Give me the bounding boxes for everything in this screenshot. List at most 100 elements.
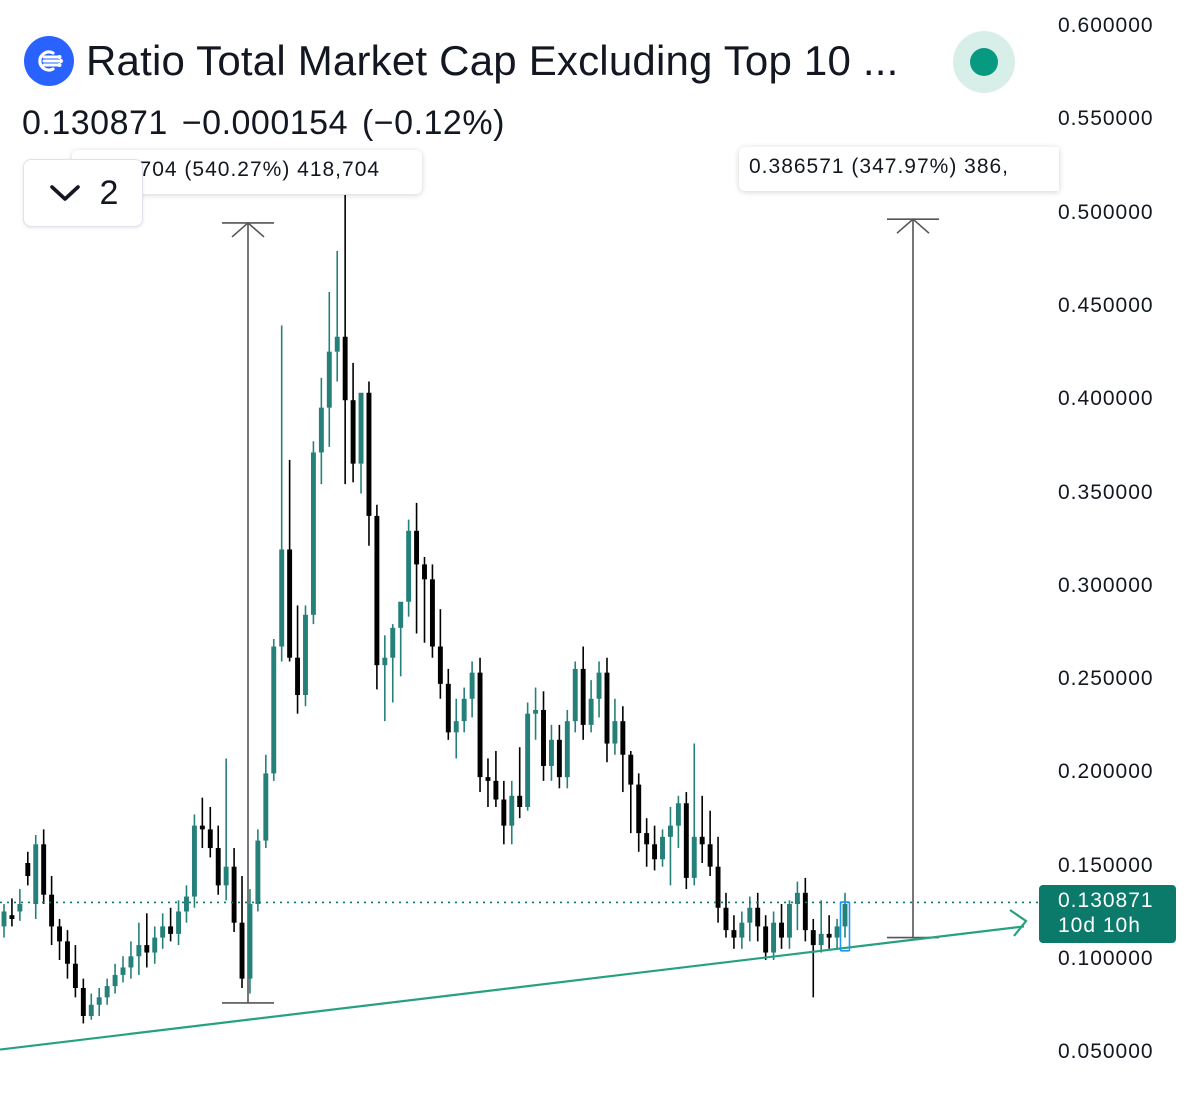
candle <box>715 836 721 923</box>
candle <box>771 911 777 960</box>
candle <box>612 698 618 755</box>
candle <box>120 956 126 983</box>
candle <box>239 876 245 988</box>
candle <box>620 706 626 793</box>
candle <box>501 780 507 845</box>
candle <box>707 810 713 877</box>
candle <box>191 814 197 908</box>
candle <box>810 918 816 998</box>
trendline[interactable] <box>0 909 1028 1051</box>
candle <box>493 751 499 807</box>
candle <box>453 698 459 759</box>
y-tick-label: 0.350000 <box>1058 480 1154 504</box>
candle <box>533 687 539 740</box>
candle <box>644 818 650 867</box>
y-tick-label: 0.550000 <box>1058 107 1154 131</box>
candle <box>25 851 31 886</box>
candle <box>398 601 404 677</box>
candle <box>477 657 483 793</box>
candles-group <box>1 194 848 1024</box>
y-tick-label: 0.400000 <box>1058 387 1154 411</box>
measure-label-2[interactable]: 0.386571 (347.97%) 386, <box>739 147 1059 191</box>
candle <box>517 747 523 819</box>
measure-tool-2[interactable] <box>887 218 939 939</box>
candle <box>691 743 697 886</box>
chevron-down-icon <box>49 185 80 201</box>
candle <box>747 896 753 942</box>
candle <box>382 635 388 722</box>
indicator-count: 2 <box>99 173 119 212</box>
candle <box>580 646 586 740</box>
y-tick-label: 0.500000 <box>1058 200 1154 224</box>
candle <box>136 922 142 975</box>
candle <box>525 702 531 811</box>
candle <box>794 881 800 931</box>
measure-tools <box>222 218 939 1004</box>
y-tick-label: 0.050000 <box>1058 1040 1154 1064</box>
candle <box>271 639 277 781</box>
candle <box>763 915 769 960</box>
last-price-tag: 0.130871 10d 10h <box>1039 885 1176 943</box>
candle <box>223 758 229 901</box>
candle <box>628 751 634 834</box>
y-tick-label: 0.450000 <box>1058 293 1154 317</box>
candle <box>199 797 205 849</box>
candle <box>429 564 435 658</box>
candle <box>231 848 237 933</box>
price-change: −0.000154 <box>181 104 348 142</box>
price-tag-countdown: 10d 10h <box>1058 914 1141 937</box>
candle <box>168 907 174 942</box>
candle <box>104 978 110 1005</box>
symbol-title[interactable]: Ratio Total Market Cap Excluding Top 10 … <box>86 37 899 84</box>
candle <box>342 194 348 485</box>
candle <box>160 913 166 949</box>
candle <box>739 911 745 949</box>
candle <box>422 556 427 643</box>
last-price: 0.130871 <box>22 104 168 142</box>
candle <box>564 709 570 789</box>
candle <box>699 795 705 863</box>
y-tick-label: 0.600000 <box>1058 14 1154 37</box>
y-tick-label: 0.200000 <box>1058 760 1154 784</box>
candle <box>469 661 475 718</box>
candle <box>636 773 642 852</box>
candle <box>80 978 86 1024</box>
candle <box>461 687 467 733</box>
candle <box>318 377 324 485</box>
candle <box>49 876 55 946</box>
candle <box>390 624 396 703</box>
candle <box>263 754 269 849</box>
price-tag-value: 0.130871 <box>1058 889 1154 912</box>
candle <box>310 441 316 625</box>
candle <box>1 904 7 938</box>
trendline-arrow-icon <box>1009 909 1028 937</box>
candle <box>842 892 848 938</box>
candle <box>334 250 340 382</box>
y-tick-label: 0.250000 <box>1058 667 1154 691</box>
candle <box>374 504 380 690</box>
current-candle-highlight <box>839 901 851 952</box>
candle <box>485 758 491 807</box>
candle <box>818 900 824 953</box>
ratio-logo-icon[interactable] <box>24 36 74 86</box>
candle <box>675 795 681 849</box>
candle <box>683 792 689 890</box>
candle <box>303 605 308 707</box>
candle <box>112 963 118 994</box>
candle <box>787 900 792 949</box>
candle <box>755 892 761 942</box>
candle <box>652 825 658 871</box>
overlay-group <box>0 901 1039 1051</box>
measure-tool-1[interactable] <box>222 221 274 1004</box>
market-status-dot-icon <box>970 48 998 76</box>
candle <box>184 885 189 923</box>
candle <box>152 926 158 964</box>
candle <box>548 724 554 781</box>
candle <box>366 381 372 546</box>
candle <box>247 889 253 994</box>
candle <box>723 892 729 938</box>
market-status-indicator[interactable] <box>953 31 1015 93</box>
candle <box>826 915 832 949</box>
indicators-toggle-button[interactable]: 2 <box>23 159 143 227</box>
